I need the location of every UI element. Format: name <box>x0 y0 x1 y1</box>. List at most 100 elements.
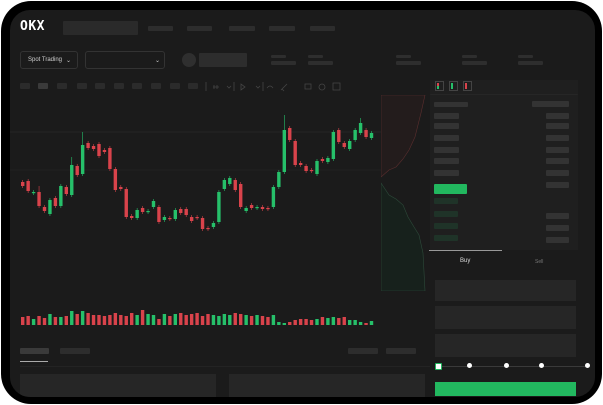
timeframe-button[interactable] <box>95 83 105 89</box>
chevron-down-icon[interactable] <box>255 85 261 89</box>
nav-item-4[interactable] <box>269 26 295 31</box>
candle-body <box>146 211 150 213</box>
timeframe-button[interactable] <box>188 83 198 89</box>
total-input[interactable] <box>435 334 576 357</box>
ask-amount <box>546 170 569 176</box>
filter-button-2[interactable] <box>386 348 416 354</box>
candle-body <box>277 172 281 187</box>
tab-open-orders[interactable] <box>20 348 49 354</box>
buy-button[interactable] <box>435 382 576 396</box>
volume-bar <box>53 317 58 325</box>
slider-step[interactable] <box>503 363 509 368</box>
price-input[interactable] <box>435 280 576 301</box>
volume-bar <box>70 311 74 325</box>
stat-label <box>462 55 477 58</box>
orderbook-bids-icon[interactable] <box>449 81 458 91</box>
volume-bar <box>320 317 325 325</box>
market-selector[interactable]: Spot Trading ⌄ <box>20 51 78 69</box>
ask-price <box>434 113 459 119</box>
candlestick-chart[interactable] <box>10 95 430 340</box>
slider-step[interactable] <box>538 363 544 368</box>
ask-price <box>434 147 459 153</box>
tab-buy[interactable]: Buy <box>460 258 471 264</box>
volume-bar <box>21 317 25 325</box>
candle-body <box>53 198 58 206</box>
volume-bar <box>200 316 205 325</box>
line-icon[interactable] <box>266 85 274 89</box>
chevron-down-icon[interactable] <box>226 85 232 89</box>
fullscreen-icon[interactable] <box>332 82 341 91</box>
volume-bar <box>277 322 281 325</box>
volume-bar <box>130 313 134 325</box>
timeframe-button[interactable] <box>20 83 30 89</box>
tab-sell[interactable]: Sell <box>535 259 544 265</box>
nav-item-5[interactable] <box>310 26 335 31</box>
volume-bar <box>189 314 194 325</box>
okx-logo[interactable]: OKX <box>20 19 45 34</box>
candle-body <box>108 148 112 169</box>
volume-bar <box>260 316 265 325</box>
nav-item-3[interactable] <box>229 26 255 31</box>
volume-bar <box>162 314 167 325</box>
orders-card-2 <box>229 374 425 397</box>
orders-card-1 <box>20 374 216 397</box>
depth-chart <box>381 95 426 291</box>
timeframe-button[interactable] <box>151 83 161 89</box>
timeframe-button[interactable] <box>57 83 67 89</box>
timeframe-button[interactable] <box>132 83 142 89</box>
stat-value <box>462 61 487 65</box>
volume-bar <box>97 315 101 325</box>
drawing-icon[interactable] <box>240 83 246 91</box>
candle-body <box>233 180 237 190</box>
timeframe-button[interactable] <box>114 83 124 89</box>
candle-body <box>353 130 357 140</box>
amount-slider-handle[interactable] <box>435 363 442 370</box>
ask-amount <box>546 113 569 119</box>
ask-amount <box>546 135 569 141</box>
candle-body <box>320 159 325 161</box>
stat-value <box>518 61 543 65</box>
tab-order-history[interactable] <box>60 348 90 354</box>
indicator-icon[interactable] <box>213 85 219 89</box>
timeframe-button[interactable] <box>38 83 48 89</box>
volume-bar <box>64 316 68 325</box>
volume-bar <box>31 319 36 325</box>
ask-price <box>434 158 459 164</box>
volume-bar <box>369 321 374 325</box>
orderbook-asks-icon[interactable] <box>463 81 472 91</box>
slider-step[interactable] <box>466 363 472 368</box>
volume-bar <box>228 315 232 325</box>
stat-label <box>518 55 533 58</box>
camera-icon[interactable] <box>304 83 312 90</box>
volume-bar <box>146 314 150 325</box>
ask-price <box>434 135 459 141</box>
bid-amount <box>546 213 569 219</box>
timeframe-button[interactable] <box>170 83 180 89</box>
candle-body <box>293 141 297 165</box>
orderbook-both-icon[interactable] <box>435 81 444 91</box>
chart-tools[interactable] <box>205 81 355 93</box>
stat-label <box>396 55 411 58</box>
candle-body <box>211 223 216 227</box>
settings-icon[interactable] <box>318 83 326 91</box>
nav-item-2[interactable] <box>187 26 212 31</box>
pair-price <box>199 53 247 67</box>
volume-bar <box>37 316 41 325</box>
volume-bar <box>293 320 297 325</box>
search-bar[interactable] <box>63 21 138 35</box>
orderbook-view-toggle[interactable] <box>435 81 485 93</box>
ruler-icon[interactable] <box>280 83 288 92</box>
candle-body <box>124 189 128 217</box>
candle-body <box>326 158 330 162</box>
filter-button-1[interactable] <box>348 348 378 354</box>
pair-selector[interactable]: ⌄ <box>85 51 165 69</box>
slider-step[interactable] <box>584 363 590 368</box>
volume-bar <box>59 317 63 325</box>
candle-body <box>304 166 308 171</box>
volume-bar <box>113 313 118 325</box>
nav-item-1[interactable] <box>148 26 173 31</box>
timeframe-button[interactable] <box>77 83 87 89</box>
amount-input[interactable] <box>435 306 576 329</box>
candle-body <box>70 165 74 195</box>
amount-slider-track[interactable] <box>440 366 588 367</box>
